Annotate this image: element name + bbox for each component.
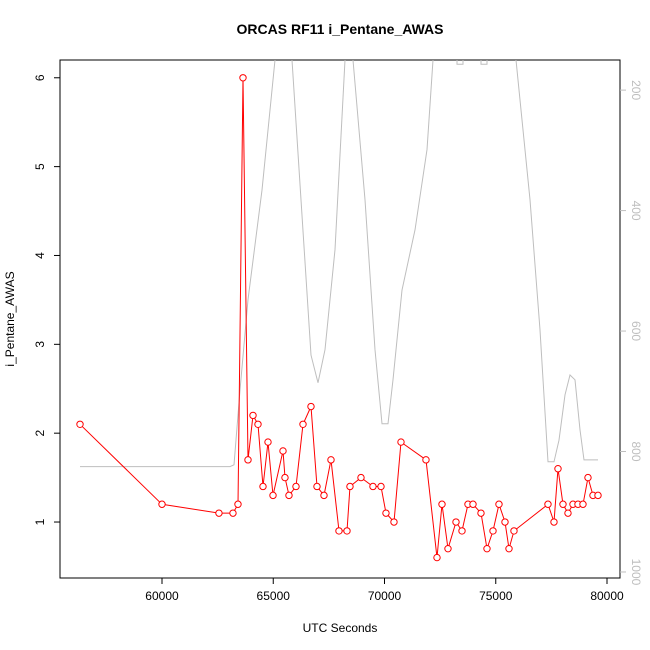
point [76,420,84,428]
y-tick-label: 2 [33,430,47,437]
y2-tick-label: 400 [629,201,643,221]
plot-box [59,59,621,579]
point [554,465,562,473]
point [346,482,354,491]
point [279,447,287,455]
x-tick-label: 75000 [479,589,513,603]
point [320,491,328,500]
point [579,500,587,508]
x-tick-label: 80000 [590,589,624,603]
point [239,74,247,82]
y2-tick-label: 1000 [629,559,643,586]
point [483,544,491,553]
y2-tick-label: 200 [629,80,643,100]
y2-tick-label: 600 [629,321,643,341]
point [550,518,558,526]
point [501,518,509,526]
point [452,518,460,526]
point [357,473,365,482]
x-axis-label: UTC Seconds [303,621,378,635]
point [215,509,223,517]
point [307,402,315,411]
point [422,456,430,464]
point [369,482,377,491]
point [254,420,262,428]
point [327,456,335,464]
point [382,509,390,517]
point [477,509,485,517]
point [292,482,300,491]
point [299,420,307,428]
point [433,553,441,562]
point [469,500,477,508]
y-tick-label: 5 [33,163,47,170]
point [390,518,398,526]
point [249,411,257,420]
point [444,544,452,553]
point [594,491,602,500]
y-tick-label: 1 [33,518,47,525]
y-axis-label: i_Pentane_AWAS [3,271,17,366]
point [285,491,293,500]
plot-area [76,60,602,562]
point [313,482,321,491]
point [335,527,343,535]
y-tick-label: 6 [33,74,47,81]
point [505,544,513,553]
point [269,491,277,500]
y-tick-label: 3 [33,341,47,348]
point [489,527,497,535]
x-tick-label: 65000 [257,589,291,603]
x-tick-label: 70000 [368,589,402,603]
point [158,500,166,508]
point [264,438,272,446]
y-tick-label: 4 [33,252,47,259]
point [259,482,267,491]
point [244,456,252,464]
point [458,527,466,535]
series-line [80,60,598,468]
point [495,500,503,508]
point [438,500,446,508]
point [559,500,567,508]
point [343,527,351,535]
series-line [79,77,598,558]
point [584,473,592,482]
point [397,438,405,446]
y2-tick-label: 800 [629,441,643,461]
x-tick-label: 60000 [145,589,179,603]
point [281,473,289,482]
point [510,527,518,535]
point [544,500,552,508]
point [229,509,237,517]
chart-title: ORCAS RF11 i_Pentane_AWAS [237,21,444,37]
point [377,482,385,491]
point [564,509,572,517]
point [234,500,242,508]
